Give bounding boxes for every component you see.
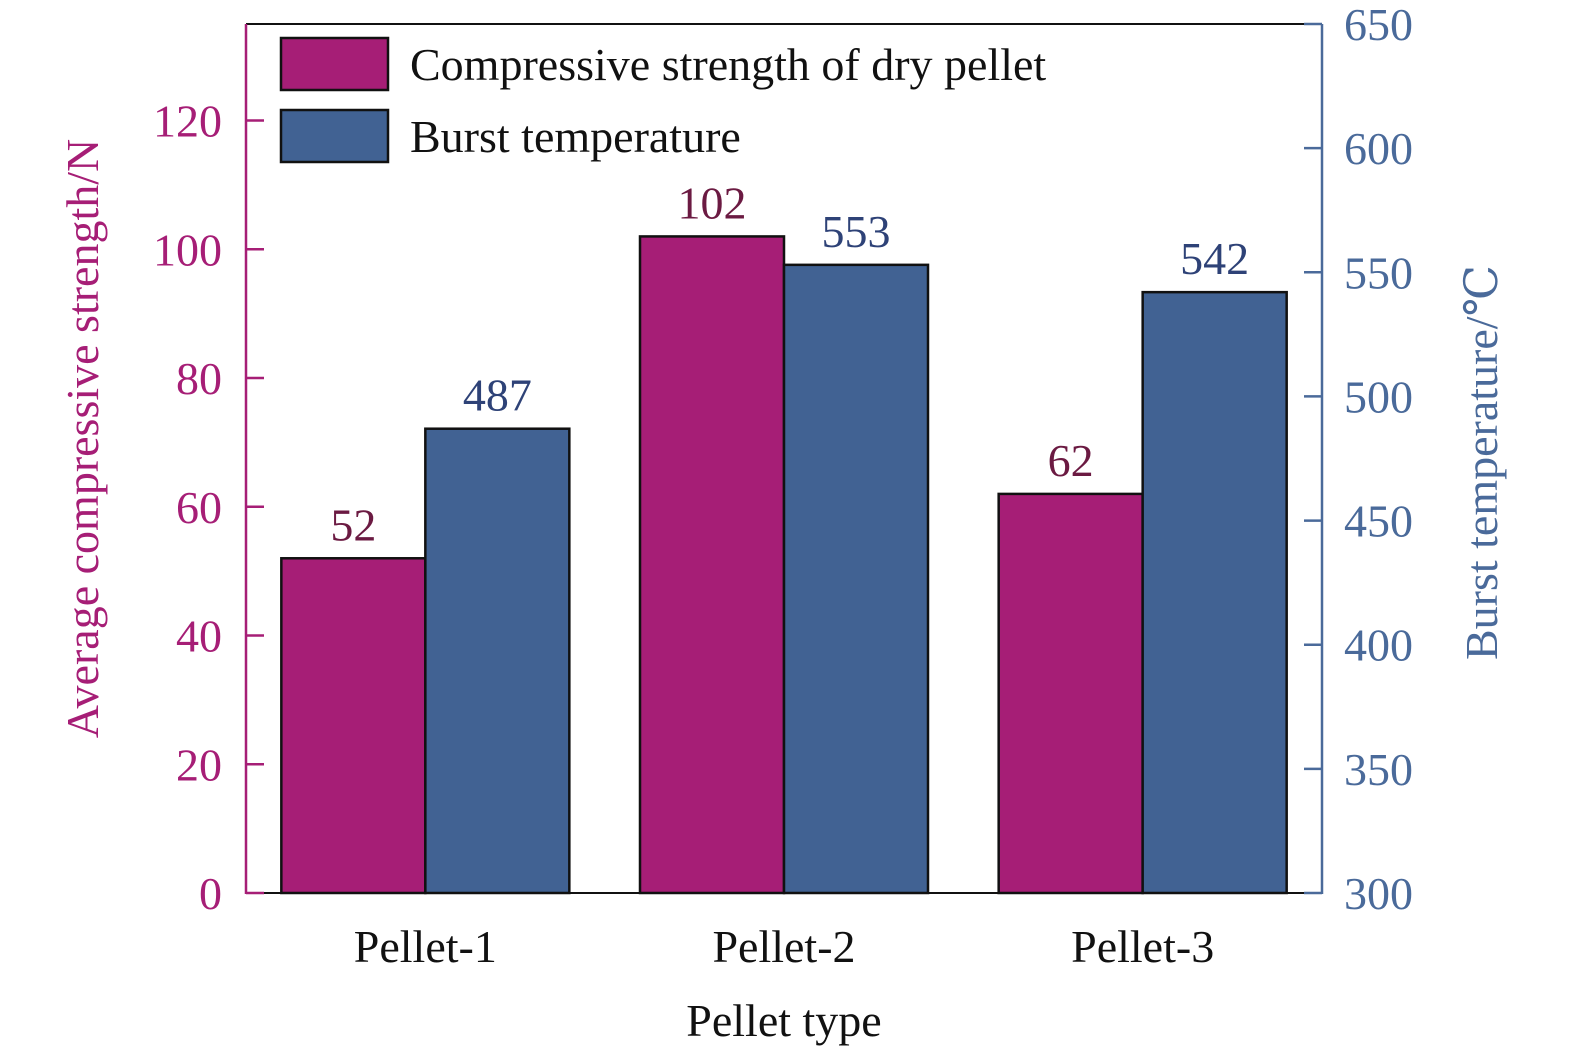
y-left-tick-label: 120: [153, 96, 222, 147]
data-label-strength-1: 52: [330, 499, 376, 550]
y-right-tick-label: 300: [1344, 868, 1413, 919]
x-tick-label: Pellet-3: [1071, 921, 1214, 972]
y-left-tick-label: 80: [176, 353, 222, 404]
bar-burst-1: [424, 427, 571, 895]
data-label-burst-3: 542: [1180, 233, 1249, 284]
y-left-tick-label: 100: [153, 224, 222, 275]
bar-strength-2: [638, 235, 786, 895]
bar-burst-2: [782, 263, 930, 895]
data-label-strength-2: 102: [678, 177, 747, 228]
y-right-tick-label: 450: [1344, 496, 1413, 547]
bar-strength-3: [997, 492, 1144, 895]
x-tick-label: Pellet-1: [354, 921, 497, 972]
y-left-axis-title: Average compressive strength/N: [57, 139, 108, 739]
data-label-burst-2: 553: [822, 206, 891, 257]
y-right-tick-label: 600: [1344, 123, 1413, 174]
y-right-tick-label: 400: [1344, 620, 1413, 671]
x-tick-label: Pellet-2: [712, 921, 855, 972]
y-right-tick-label: 500: [1344, 371, 1413, 422]
x-axis-title: Pellet type: [686, 995, 881, 1046]
y-left-tick-label: 20: [176, 739, 222, 790]
bar-strength-1: [280, 557, 427, 895]
y-right-tick-label: 550: [1344, 247, 1413, 298]
legend-swatch-burst: [279, 108, 390, 164]
y-left-tick-label: 0: [199, 868, 222, 919]
data-label-burst-1: 487: [463, 370, 532, 421]
data-label-strength-3: 62: [1048, 435, 1094, 486]
legend-swatch-strength: [279, 36, 390, 92]
legend-label-strength: Compressive strength of dry pellet: [410, 39, 1046, 90]
y-right-tick-label: 350: [1344, 744, 1413, 795]
y-right-axis-title: Burst temperature/℃: [1456, 265, 1507, 660]
y-left-tick-label: 40: [176, 611, 222, 662]
legend-label-burst: Burst temperature: [410, 111, 741, 162]
y-left-tick-label: 60: [176, 482, 222, 533]
y-right-tick-label: 650: [1344, 0, 1413, 50]
bar-burst-3: [1141, 290, 1288, 895]
